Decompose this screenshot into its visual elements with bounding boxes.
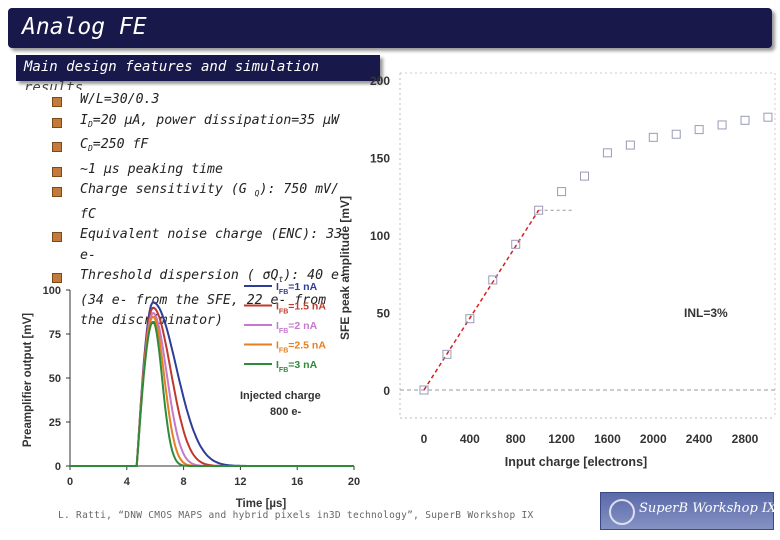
legend-label: IFB=3 nA bbox=[276, 359, 318, 374]
x-tick-label: 8 bbox=[181, 476, 187, 488]
list-item: Threshold dispersion ( σQt): 40 e- bbox=[50, 266, 350, 291]
data-point bbox=[465, 314, 475, 324]
x-tick-label: 800 bbox=[506, 432, 526, 446]
list-item: W/L=30/0.3 bbox=[50, 90, 350, 111]
list-item: Equivalent noise charge (ENC): 33 e- bbox=[50, 225, 350, 266]
sfe-amplitude-chart: 0 400 800 1200 1600 2000 2400 2800050100150200 … bbox=[338, 72, 776, 469]
preamp-output-chart: 0 4 8 12 16 20 0 25 50 75 100 IFB=1 nA IFB=1.5 nA IFB… bbox=[22, 281, 360, 510]
x-tick-label: 2800 bbox=[732, 432, 759, 446]
y-axis-label: Preamplifier output [mV] bbox=[22, 313, 34, 447]
x-tick-label: 4 bbox=[124, 476, 131, 488]
y-axis-label: SFE peak amplitude [mV] bbox=[338, 196, 352, 340]
y-tick-label: 25 bbox=[49, 417, 61, 429]
x-tick-label: 400 bbox=[460, 432, 480, 446]
logo-text: SuperB Workshop IX bbox=[639, 501, 777, 516]
x-tick-label: 2400 bbox=[686, 432, 713, 446]
data-point bbox=[511, 239, 521, 249]
list-item-continuation: (34 e- from the SFE, 22 e- from bbox=[80, 292, 327, 308]
section-title-overflow: results bbox=[24, 80, 84, 90]
y-tick-label: 200 bbox=[370, 74, 390, 88]
data-point bbox=[419, 385, 429, 395]
data-point bbox=[648, 132, 658, 142]
data-point bbox=[557, 187, 567, 197]
list-item: Charge sensitivity (G Q): 750 mV/ fC bbox=[50, 180, 350, 225]
y-tick-label: 100 bbox=[370, 229, 390, 243]
data-point bbox=[602, 148, 612, 158]
data-point bbox=[442, 349, 452, 359]
x-tick-label: 12 bbox=[234, 476, 246, 488]
data-point bbox=[580, 171, 589, 181]
footer-citation: L. Ratti, “DNW CMOS MAPS and hybrid pixe… bbox=[58, 510, 534, 521]
data-point bbox=[763, 112, 773, 122]
x-tick-label: 20 bbox=[348, 476, 360, 488]
y-tick-label: 50 bbox=[49, 373, 61, 385]
feature-list: W/L=30/0.3 ID=20 µA, power dissipation=3… bbox=[50, 90, 350, 332]
logo-circle-icon bbox=[609, 499, 635, 525]
legend-label: IFB=1 nA bbox=[276, 281, 318, 296]
list-item: ID=20 µA, power dissipation=35 µW bbox=[50, 111, 350, 136]
data-point bbox=[740, 115, 750, 125]
title-bar: Analog FE bbox=[8, 8, 772, 48]
list-item: CD=250 fF bbox=[50, 135, 350, 160]
y-tick-label: 50 bbox=[377, 307, 391, 321]
x-tick-label: 1200 bbox=[548, 432, 575, 446]
legend-label: IFB=2.5 nA bbox=[276, 340, 326, 355]
data-point bbox=[625, 140, 635, 150]
data-point bbox=[488, 275, 498, 285]
slide-title: Analog FE bbox=[22, 14, 147, 40]
y-tick-label: 75 bbox=[49, 329, 61, 341]
x-axis-label: Input charge [electrons] bbox=[505, 455, 647, 469]
legend-label: IFB=1.5 nA bbox=[276, 301, 326, 316]
data-point bbox=[671, 129, 681, 139]
annotation-line-1: Injected charge bbox=[240, 390, 321, 402]
x-tick-label: 2000 bbox=[640, 432, 667, 446]
section-title-bar: Main design features and simulation bbox=[16, 55, 380, 81]
x-tick-label: 16 bbox=[291, 476, 303, 488]
x-tick-label: 0 bbox=[67, 476, 73, 488]
x-tick-label: 0 bbox=[421, 432, 428, 446]
section-title: Main design features and simulation bbox=[24, 59, 320, 75]
x-tick-label: 1600 bbox=[594, 432, 621, 446]
y-tick-label: 100 bbox=[43, 285, 61, 297]
series-line bbox=[70, 320, 354, 467]
workshop-logo: SuperB Workshop IX bbox=[600, 492, 777, 530]
linear-fit-line bbox=[423, 209, 540, 391]
x-axis-label: Time [µs] bbox=[236, 498, 287, 510]
y-tick-label: 0 bbox=[383, 384, 390, 398]
data-point bbox=[694, 125, 704, 135]
data-point bbox=[534, 205, 544, 215]
y-tick-label: 0 bbox=[55, 461, 61, 473]
legend-label: IFB=2 nA bbox=[276, 320, 318, 335]
inl-annotation: INL=3% bbox=[684, 306, 728, 320]
annotation-line-2: 800 e- bbox=[270, 406, 302, 418]
list-item: ~1 µs peaking time bbox=[50, 160, 350, 181]
data-point bbox=[717, 120, 727, 130]
y-tick-label: 150 bbox=[370, 152, 390, 166]
